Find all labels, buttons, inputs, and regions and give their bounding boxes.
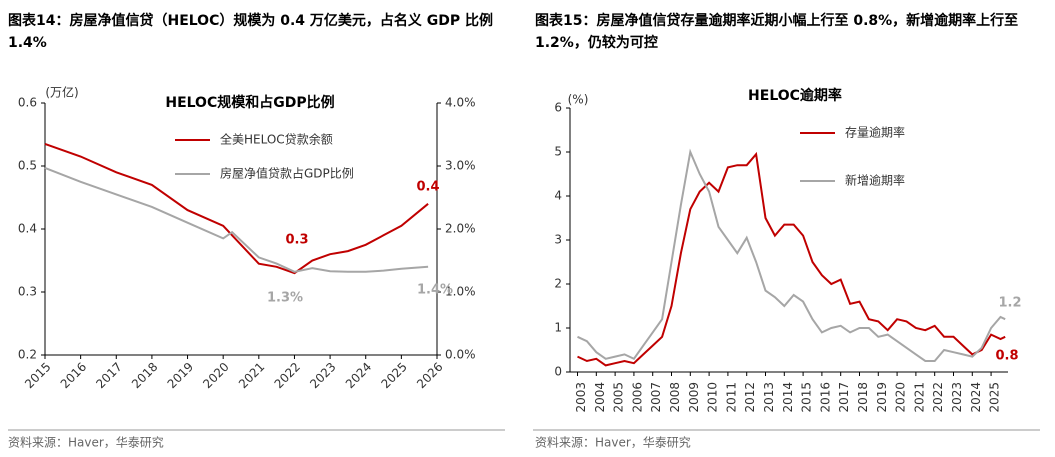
source-note: 资料来源：Haver，华泰研究: [535, 435, 691, 450]
y-tick-label: 6: [554, 101, 562, 115]
x-tick-label: 2021: [912, 382, 926, 413]
x-tick-label: 2023: [950, 382, 964, 413]
x-tick-label: 2024: [969, 382, 983, 413]
x-tick-label: 2023: [307, 360, 338, 391]
x-tick-label: 2008: [668, 382, 682, 413]
y-tick-label: 0.3: [18, 285, 37, 299]
y2-tick-label: 2.0%: [445, 222, 476, 236]
x-tick-label: 2015: [800, 382, 814, 413]
x-tick-label: 2019: [165, 360, 196, 391]
x-tick-label: 2011: [724, 382, 738, 413]
y-axis-unit: (%): [568, 93, 589, 107]
x-tick-label: 2015: [22, 360, 53, 391]
x-tick-label: 2021: [236, 360, 267, 391]
y-tick-label: 0: [554, 365, 562, 379]
annotation: 0.4: [416, 180, 439, 195]
x-tick-label: 2016: [818, 382, 832, 413]
x-tick-label: 2019: [875, 382, 889, 413]
y-tick-label: 1: [554, 321, 562, 335]
annotation: 0.8: [995, 349, 1018, 364]
y2-tick-label: 4.0%: [445, 96, 476, 110]
series-line: [577, 148, 1006, 362]
y2-tick-label: 1.0%: [445, 285, 476, 299]
y-tick-label: 4: [554, 189, 562, 203]
x-tick-label: 2018: [129, 360, 160, 391]
y-tick-label: 0.6: [18, 96, 37, 110]
x-tick-label: 2020: [894, 382, 908, 413]
legend-label: 全美HELOC贷款余额: [220, 132, 333, 147]
x-tick-label: 2010: [706, 382, 720, 413]
annotation: 1.2: [998, 296, 1021, 311]
y2-tick-label: 0.0%: [445, 348, 476, 362]
legend-label: 新增逾期率: [845, 173, 905, 188]
chart-title: HELOC规模和占GDP比例: [165, 94, 334, 111]
x-tick-label: 2017: [93, 360, 124, 391]
x-tick-label: 2025: [378, 360, 409, 391]
x-tick-label: 2005: [612, 382, 626, 413]
annotation: 1.3%: [267, 291, 303, 306]
x-tick-label: 2014: [781, 382, 795, 413]
y2-tick-label: 3.0%: [445, 159, 476, 173]
y-axis-unit: (万亿): [45, 85, 78, 100]
legend-label: 房屋净值贷款占GDP比例: [220, 166, 354, 181]
y-tick-label: 5: [554, 145, 562, 159]
x-tick-label: 2022: [272, 360, 303, 391]
x-tick-label: 2016: [58, 360, 89, 391]
x-tick-label: 2026: [414, 360, 445, 391]
y-tick-label: 0.4: [18, 222, 37, 236]
annotation: 1.4%: [417, 283, 453, 298]
x-tick-label: 2009: [687, 382, 701, 413]
y-tick-label: 3: [554, 233, 562, 247]
series-line: [44, 142, 429, 275]
x-tick-label: 2018: [856, 382, 870, 413]
x-tick-label: 2006: [630, 382, 644, 413]
x-tick-label: 2025: [988, 382, 1002, 413]
legend-label: 存量逾期率: [845, 125, 905, 140]
x-tick-label: 2004: [593, 382, 607, 413]
figure-caption: 图表15：房屋净值信贷存量逾期率近期小幅上行至 0.8%，新增逾期率上行至 1.…: [535, 13, 1019, 51]
x-tick-label: 2022: [931, 382, 945, 413]
x-tick-label: 2024: [343, 360, 374, 391]
y-tick-label: 0.2: [18, 348, 37, 362]
annotation: 0.3: [285, 233, 308, 248]
source-note: 资料来源：Haver，华泰研究: [8, 435, 164, 450]
x-tick-label: 2012: [743, 382, 757, 413]
series-line: [577, 151, 1006, 367]
x-tick-label: 2007: [649, 382, 663, 413]
x-tick-label: 2017: [837, 382, 851, 413]
y-tick-label: 2: [554, 277, 562, 291]
x-tick-label: 2003: [574, 382, 588, 413]
y-tick-label: 0.5: [18, 159, 37, 173]
figure-caption: 图表14：房屋净值信贷（HELOC）规模为 0.4 万亿美元，占名义 GDP 比…: [8, 13, 494, 51]
x-tick-label: 2013: [762, 382, 776, 413]
chart-title: HELOC逾期率: [748, 87, 842, 104]
x-tick-label: 2020: [200, 360, 231, 391]
series-line: [44, 166, 429, 273]
